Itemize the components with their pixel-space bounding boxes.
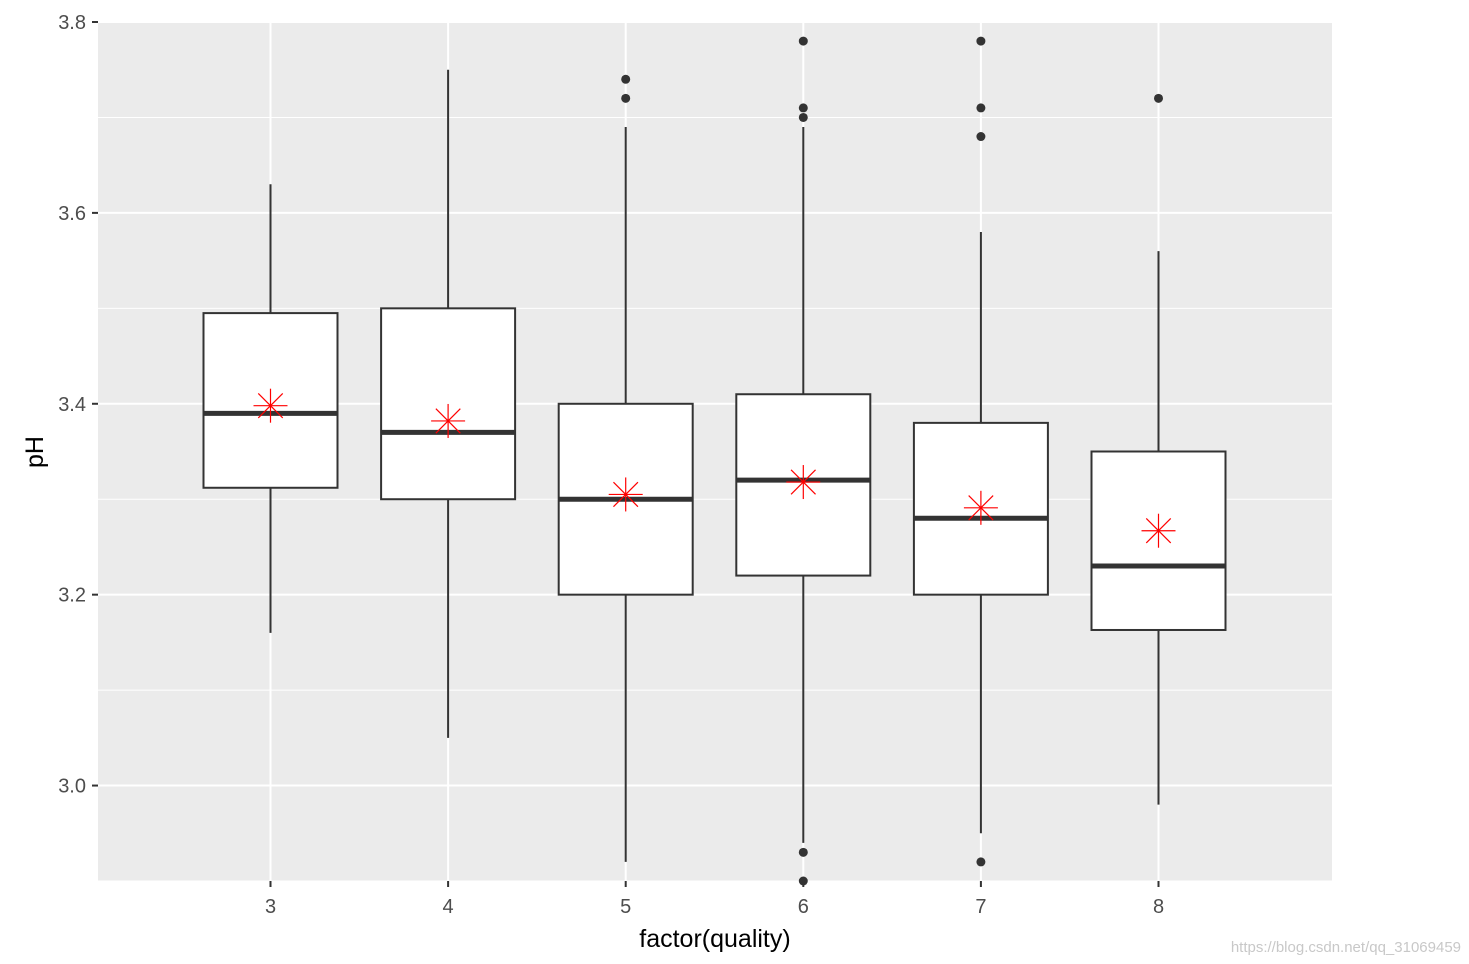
- y-tick-label: 3.8: [58, 12, 86, 34]
- mean-marker: [786, 465, 821, 500]
- x-axis: 3 4 5 6 7 8: [265, 881, 1164, 918]
- outlier-point: [976, 36, 986, 46]
- x-tick-label: 5: [620, 896, 631, 918]
- x-tick-label: 6: [798, 896, 809, 918]
- y-axis-title: pH: [21, 436, 49, 468]
- outlier-point: [798, 112, 808, 122]
- box-3: [202, 184, 339, 633]
- mean-marker-d2: [790, 469, 816, 495]
- mean-marker: [253, 388, 288, 423]
- box-5: [557, 74, 694, 862]
- y-tick-label: 3.6: [58, 203, 86, 225]
- outlier-point: [1154, 93, 1163, 103]
- outlier-point: [621, 93, 631, 103]
- outlier-point: [798, 36, 808, 46]
- mean-marker-d2: [257, 393, 284, 419]
- x-tick-label: 8: [1153, 896, 1164, 918]
- x-tick-label: 7: [975, 896, 986, 918]
- outlier-point: [798, 847, 808, 857]
- y-axis: 3.0 3.2 3.4 3.6 3.8: [58, 12, 98, 798]
- box-iqr: [380, 307, 517, 501]
- y-tick-label: 3.2: [58, 585, 86, 607]
- y-tick-label: 3.4: [58, 394, 86, 416]
- mean-marker: [431, 403, 466, 438]
- mean-marker: [1141, 513, 1176, 548]
- box-8: [1090, 93, 1227, 805]
- mean-marker-d2: [613, 481, 639, 508]
- boxes-layer: [202, 36, 1227, 886]
- mean-marker-d2: [435, 408, 461, 434]
- mean-marker: [608, 477, 643, 512]
- outlier-point: [976, 132, 986, 142]
- x-tick-label: 4: [443, 896, 454, 918]
- outlier-point: [976, 103, 986, 113]
- box-7: [912, 36, 1049, 867]
- box-6: [735, 36, 872, 886]
- x-tick-label: 3: [265, 896, 276, 918]
- outlier-point: [621, 74, 631, 84]
- mean-marker: [963, 490, 998, 525]
- watermark: https://blog.csdn.net/qq_31069459: [1230, 939, 1461, 956]
- x-axis-title: factor(quality): [639, 925, 790, 953]
- outlier-point: [976, 857, 986, 867]
- y-tick-label: 3.0: [58, 776, 86, 798]
- mean-marker-d2: [1145, 518, 1172, 544]
- box-4: [380, 69, 517, 738]
- mean-marker-d2: [968, 495, 994, 521]
- outlier-point: [798, 103, 808, 113]
